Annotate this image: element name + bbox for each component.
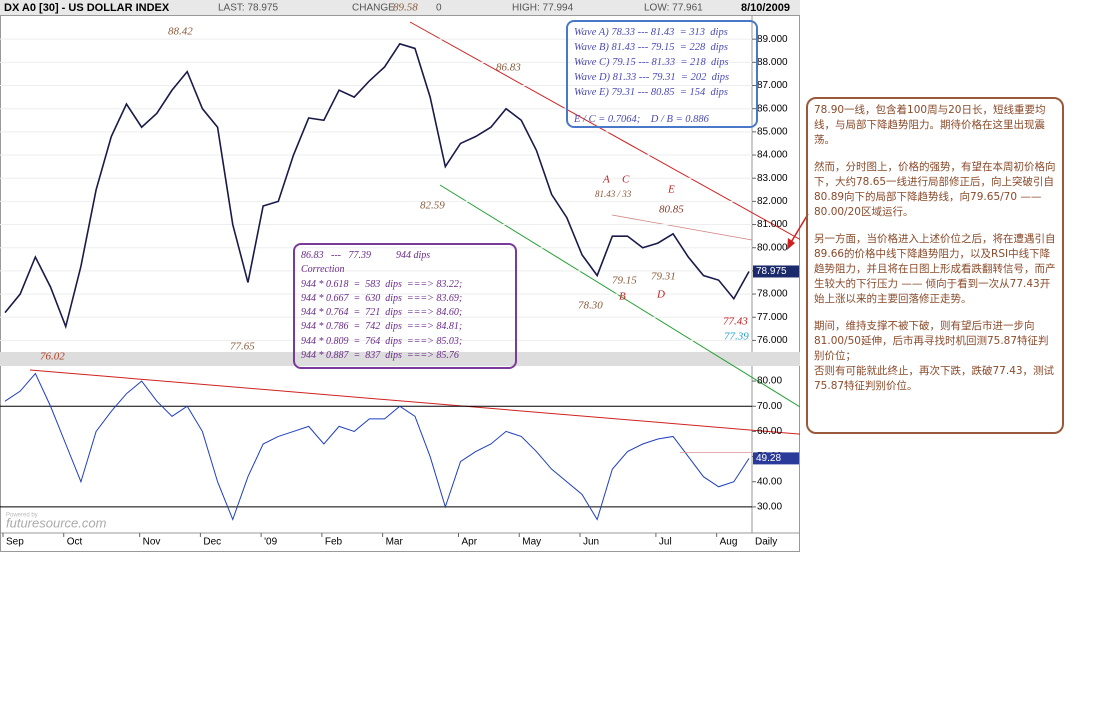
box-line: 944 * 0.618 = 583 dips ===> 83.22; xyxy=(301,278,463,290)
y-tick-label: 80.00 xyxy=(757,376,782,387)
annotation: 76.02 xyxy=(40,351,65,363)
box-line: 86.83 --- 77.39 944 dips xyxy=(301,250,431,261)
note-paragraph: 另一方面，当价格进入上述价位之后，将在遭遇引自89.66的价格中线下降趋势阻力，… xyxy=(814,233,1056,305)
box-line: 944 * 0.887 = 837 dips ===> 85.76 xyxy=(301,350,459,362)
box-line: 944 * 0.786 = 742 dips ===> 84.81; xyxy=(301,321,463,333)
y-tick-label: 89.000 xyxy=(757,34,788,45)
box-line: 944 * 0.667 = 630 dips ===> 83.69; xyxy=(301,292,463,304)
low: LOW: 77.961 xyxy=(644,3,703,14)
trend-line xyxy=(409,21,800,240)
note-paragraph: 78.90一线，包含着100周与20日长，短线重要均线，与局部下降趋势阻力。期待… xyxy=(814,104,1046,146)
last-value-box xyxy=(753,265,799,278)
x-tick-label: Jun xyxy=(583,537,599,548)
trend-line xyxy=(611,214,753,241)
y-tick-label: 78.000 xyxy=(757,289,788,300)
annotation: 79.15 xyxy=(612,275,637,287)
box-line: E / C = 0.7064; D / B = 0.886 xyxy=(574,114,709,125)
annotation: 78.30 xyxy=(578,300,603,312)
annotation: D xyxy=(656,289,665,301)
annotation: 80.85 xyxy=(659,204,684,216)
rsi-line xyxy=(4,372,750,521)
annotation: 77.39 xyxy=(724,331,749,343)
y-tick-label: 86.000 xyxy=(757,103,788,114)
correction-box: 86.83 --- 77.39 944 dips Correction 944 * … xyxy=(293,243,517,369)
y-tick-label: 84.000 xyxy=(757,150,788,161)
high: HIGH: 77.994 xyxy=(512,3,574,14)
annotation: 86.83 xyxy=(496,62,521,74)
period-label: Daily xyxy=(755,537,777,548)
last-value: 78.975 xyxy=(756,266,787,277)
annotation: A xyxy=(602,174,610,186)
note-paragraph: 然而，分时图上，价格的强势，有望在本周初价格向下，大约78.65一线进行局部修正… xyxy=(814,161,1056,218)
rsi-trend-line xyxy=(29,369,800,435)
change: 0 xyxy=(436,3,442,14)
frame xyxy=(0,15,800,552)
annotation: B xyxy=(619,291,626,303)
last: LAST: 78.975 xyxy=(218,3,278,14)
x-tick-label: Feb xyxy=(325,537,343,548)
y-tick-label: 88.000 xyxy=(757,57,788,68)
chart: DX A0 [30] - US DOLLAR INDEX LAST: 78.97… xyxy=(0,0,800,552)
y-tick-label: 80.000 xyxy=(757,242,788,253)
wave-box: Wave A) 78.33 --- 81.43 = 313 dips Wave B… xyxy=(566,20,758,128)
annotation: 77.43 xyxy=(723,316,748,328)
annotation: 77.65 xyxy=(230,341,255,353)
x-tick-label: Apr xyxy=(462,537,478,548)
x-tick-label: Oct xyxy=(67,537,83,548)
x-tick-label: Sep xyxy=(6,537,24,548)
panel-divider xyxy=(0,352,800,366)
y-tick-label: 85.000 xyxy=(757,127,788,138)
box-line: Wave B) 81.43 --- 79.15 = 228 dips xyxy=(574,42,728,53)
date: 8/10/2009 xyxy=(741,2,790,14)
y-tick-label: 40.00 xyxy=(757,476,782,487)
box-line: Correction xyxy=(301,264,345,276)
annotation: 82.59 xyxy=(420,200,445,212)
trend-line xyxy=(439,184,800,408)
x-tick-label: Jul xyxy=(659,537,672,548)
x-tick-label: Mar xyxy=(386,537,404,548)
y-tick-label: 82.000 xyxy=(757,196,788,207)
note-paragraph: 期间，维持支撑不被下破，则有望后市进一步向81.00/50延伸，后市再寻找时机回… xyxy=(814,320,1055,392)
y-tick-label: 76.000 xyxy=(757,335,788,346)
arrow xyxy=(787,213,809,250)
box-line: 944 * 0.809 = 764 dips ===> 85.03; xyxy=(301,335,463,347)
annotation: 81.43 / 33 xyxy=(595,189,632,199)
change-label: CHANGE xyxy=(352,3,395,14)
annotation: 89.58 xyxy=(393,2,418,14)
arrow-line xyxy=(789,213,809,245)
x-tick-label: Aug xyxy=(720,537,738,548)
watermark: futuresource.com xyxy=(6,515,107,530)
x-tick-label: May xyxy=(522,537,541,548)
symbol: DX A0 [30] - US DOLLAR INDEX xyxy=(4,2,170,14)
annotation: E xyxy=(667,184,675,196)
box-line: Wave D) 81.33 --- 79.31 = 202 dips xyxy=(574,72,730,83)
x-tick-label: Nov xyxy=(143,537,161,548)
x-tick-label: '09 xyxy=(264,537,277,548)
y-tick-label: 87.000 xyxy=(757,80,788,91)
powered-by: Powered by xyxy=(6,513,38,519)
last-value: 49.28 xyxy=(756,453,781,464)
y-tick-label: 77.000 xyxy=(757,312,788,323)
annotation: C xyxy=(622,174,630,186)
box-line: Wave C) 79.15 --- 81.33 = 218 dips xyxy=(574,57,729,68)
box-line: Wave E) 79.31 --- 80.85 = 154 dips xyxy=(574,87,728,98)
last-value-box xyxy=(753,452,799,465)
y-tick-label: 70.00 xyxy=(757,401,782,412)
y-tick-label: 81.000 xyxy=(757,219,788,230)
annotation: 88.42 xyxy=(168,26,193,38)
box-line: 944 * 0.764 = 721 dips ===> 84.60; xyxy=(301,307,463,319)
note-box: 78.90一线，包含着100周与20日长，短线重要均线，与局部下降趋势阻力。期待… xyxy=(806,97,1064,434)
annotation: 79.31 xyxy=(651,271,676,283)
y-tick-label: 60.00 xyxy=(757,426,782,437)
price-line xyxy=(4,42,750,330)
y-tick-label: 83.000 xyxy=(757,173,788,184)
box-line: Wave A) 78.33 --- 81.43 = 313 dips xyxy=(574,27,728,38)
header-bar xyxy=(0,0,800,15)
arrow-head xyxy=(787,238,795,250)
y-tick-label: 30.00 xyxy=(757,502,782,513)
x-tick-label: Dec xyxy=(203,537,221,548)
